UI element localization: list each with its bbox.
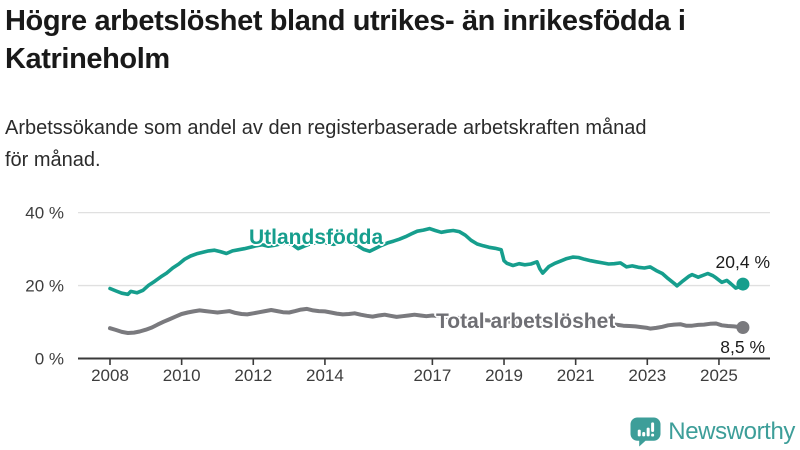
newsworthy-logo: Newsworthy <box>630 417 795 447</box>
end-dot-utlandsfodda <box>736 277 750 291</box>
newsworthy-chart-bubble-icon <box>630 417 661 447</box>
y-axis-label: 40 % <box>25 204 64 223</box>
end-dot-total <box>736 320 750 334</box>
line-chart: 2008 2010 2012 2014 2017 2019 2021 2023 2025 0 % 2… <box>25 204 770 385</box>
x-axis-label: 2025 <box>700 366 738 385</box>
y-axis-label: 0 % <box>35 350 64 369</box>
x-axis-label: 2008 <box>91 366 129 385</box>
end-value-label-utlandsfodda: 20,4 % <box>715 252 770 272</box>
x-axis-label: 2012 <box>234 366 272 385</box>
series-line-utlandsfodda <box>108 226 745 297</box>
x-axis-label: 2023 <box>628 366 666 385</box>
x-axis-label: 2019 <box>485 366 523 385</box>
series-label-total-arbetsloshet: Total arbetslöshet <box>436 310 616 333</box>
x-axis-label: 2017 <box>413 366 451 385</box>
chart-title: Högre arbetslöshet bland utrikes- än inr… <box>5 5 686 76</box>
x-axis-label: 2010 <box>163 366 201 385</box>
newsworthy-wordmark: Newsworthy <box>668 418 795 445</box>
y-axis-label: 20 % <box>25 277 64 296</box>
chart-subtitle: Arbetssökande som andel av den registerb… <box>5 117 647 171</box>
x-axis-label: 2021 <box>557 366 595 385</box>
x-axis-label: 2014 <box>306 366 344 385</box>
series-line-total <box>108 306 745 335</box>
end-value-label-total: 8,5 % <box>720 337 765 357</box>
series-label-utlandsfodda: Utlandsfödda <box>249 226 384 249</box>
